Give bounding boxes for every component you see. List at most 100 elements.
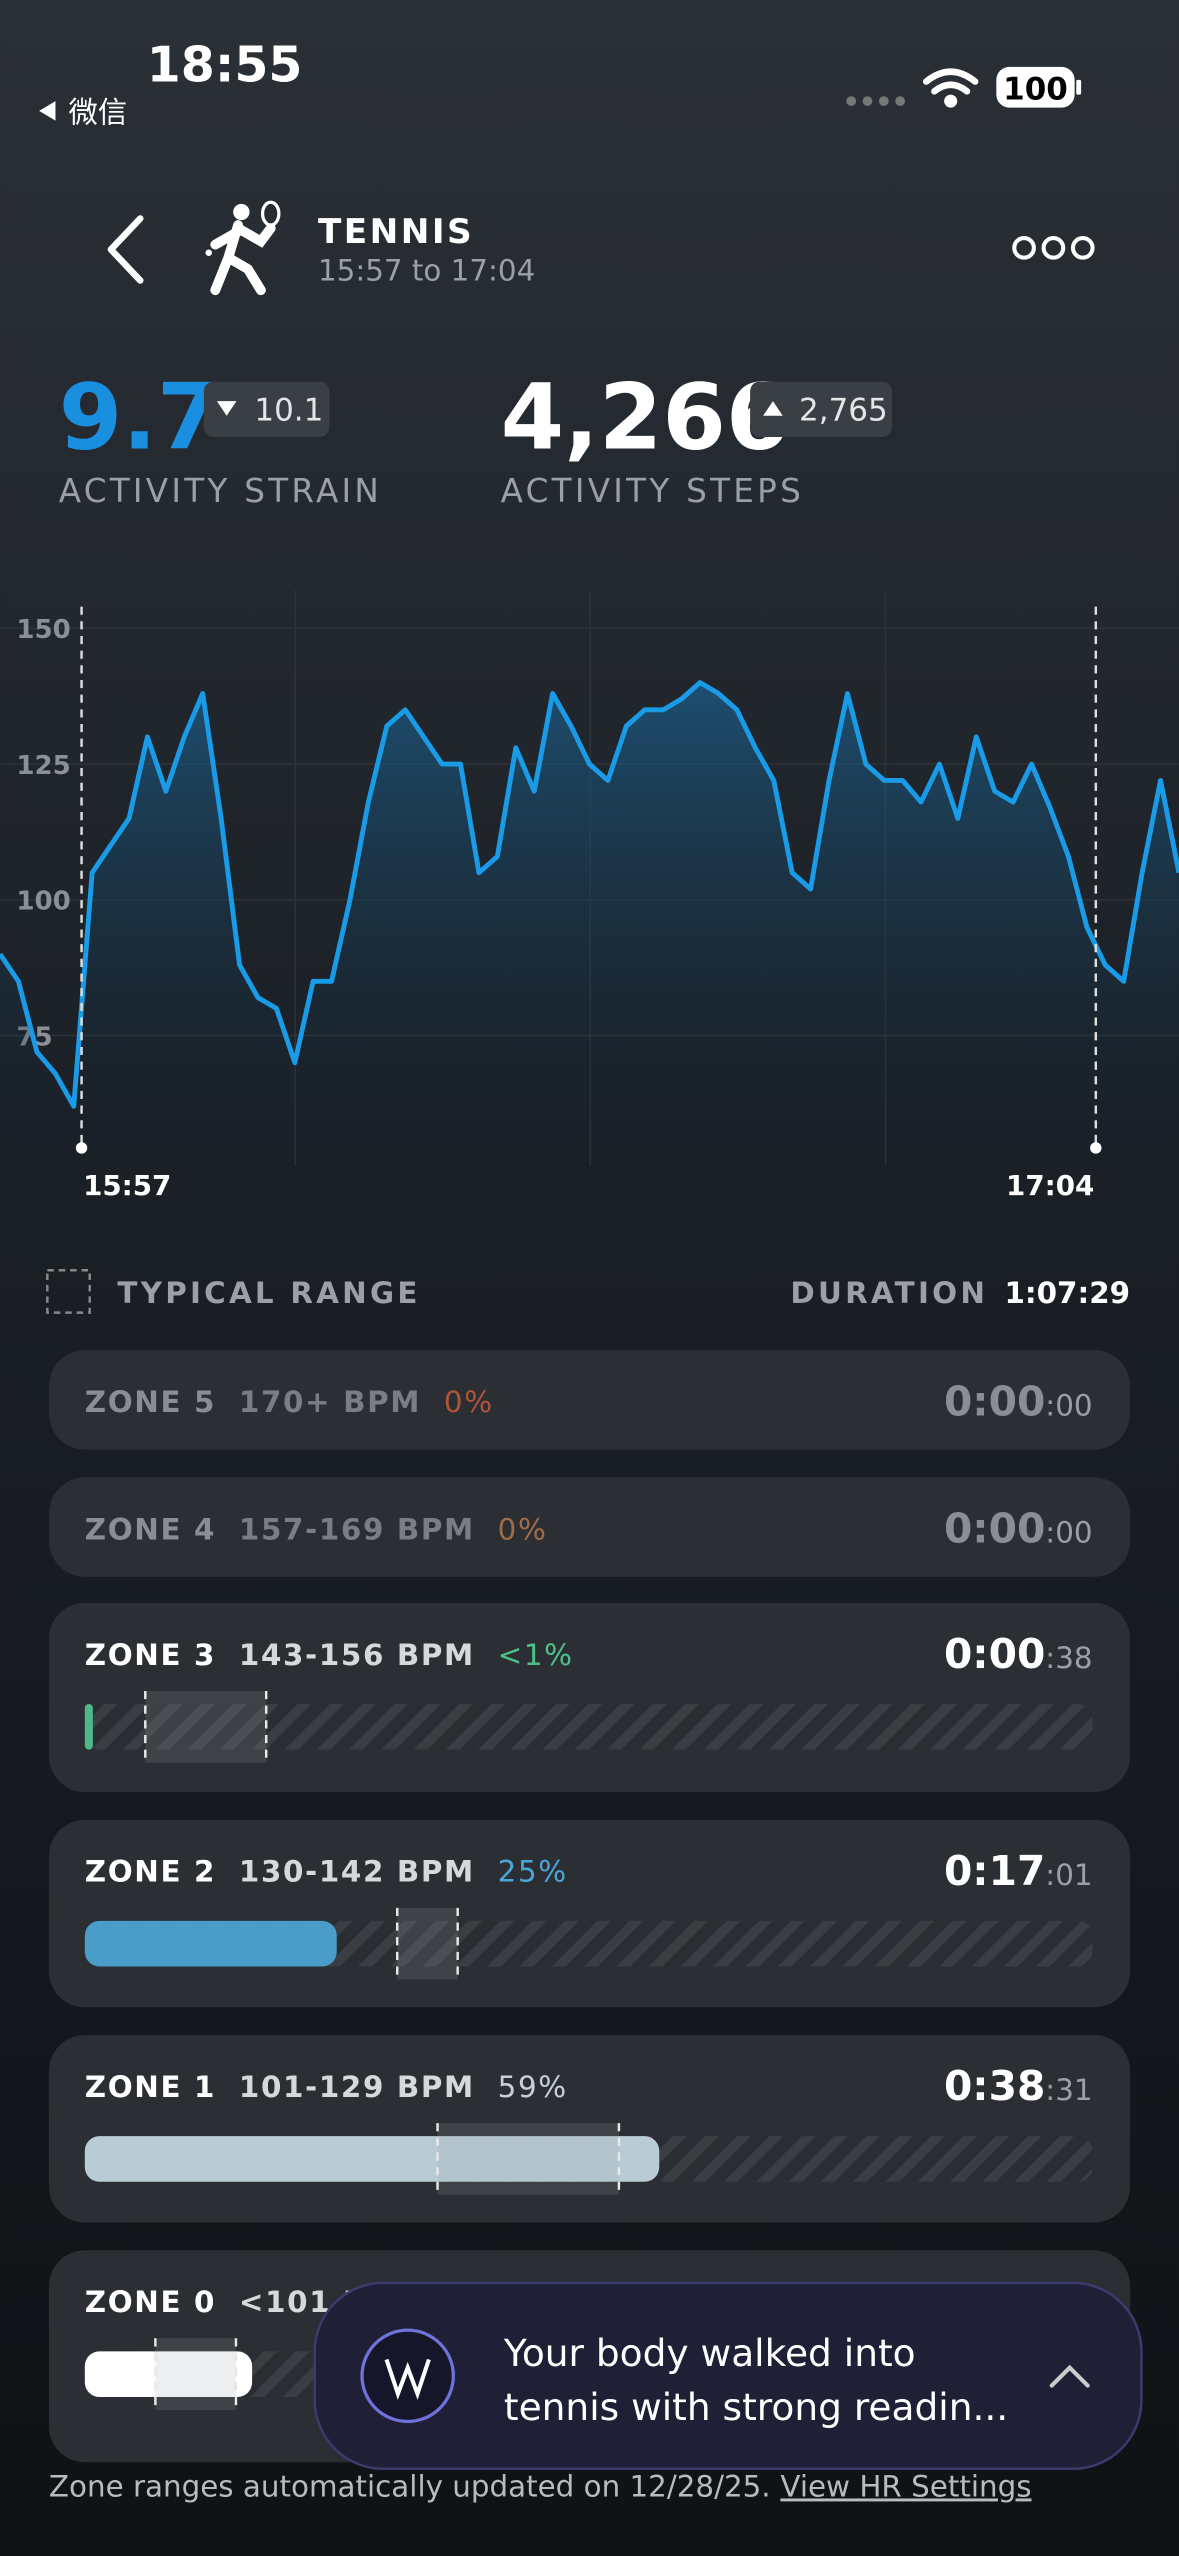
steps-value: 4,266 (501, 363, 790, 470)
footer: Zone ranges automatically updated on 12/… (49, 2469, 1032, 2503)
zone-bpm: 130-142 BPM (239, 1855, 475, 1889)
zone-bpm: 143-156 BPM (239, 1638, 475, 1672)
zone-time-seconds: :31 (1045, 2073, 1092, 2107)
line-area (0, 682, 1179, 1166)
duration: DURATION 1:07:29 (790, 1276, 1130, 1310)
steps-change: 2,765 (799, 393, 888, 429)
toast[interactable] (313, 2281, 1143, 2470)
typical-range (145, 1690, 267, 1763)
down-arrow (216, 401, 237, 416)
time-marker: 15:57 (83, 1169, 171, 1202)
signal-dots (846, 96, 906, 106)
zone-card: ZONE 5 170+ BPM 0% 0:00:00 (48, 1350, 1131, 1450)
zone-bar (84, 2351, 253, 2398)
toast-logo (360, 2328, 455, 2424)
zone-time: 0:00:38 (944, 1630, 1093, 1678)
battery (996, 66, 1075, 108)
up-arrow (763, 401, 783, 416)
back-button[interactable] (107, 215, 144, 284)
battery-cap (1076, 79, 1082, 95)
status-time: 18:55 (147, 37, 303, 94)
strain-change: 10.1 (254, 393, 323, 429)
back-app[interactable]: 微信 (69, 95, 128, 129)
zone-card-bg (48, 1477, 1131, 1577)
zone-time-main: 0:00 (944, 1505, 1045, 1553)
zone-time: 0:00:00 (944, 1505, 1093, 1553)
y-tick-label: 150 (16, 615, 70, 645)
strain-change-badge (203, 381, 330, 438)
heart-rate-line (0, 680, 1179, 1109)
typical-range (397, 1907, 458, 1980)
zone-bar (84, 1704, 93, 1750)
zone-card: ZONE 1 101-129 BPM 59% 0:38:31 (48, 2035, 1131, 2223)
zone-percent: 59% (498, 2070, 568, 2104)
boundary-dot (1090, 1142, 1102, 1154)
zone-name: ZONE 2 (85, 1855, 216, 1889)
zone-name: ZONE 4 (85, 1512, 216, 1546)
zone-time-seconds: :38 (1045, 1641, 1092, 1675)
wifi-icon (922, 68, 979, 108)
duration-value: 1:07:29 (1004, 1276, 1130, 1310)
zone-header: ZONE 5 170+ BPM 0% (85, 1385, 494, 1419)
zone-bpm: 157-169 BPM (239, 1512, 475, 1546)
zone-bar-track (84, 1704, 1093, 1750)
zone-percent: 0% (444, 1385, 494, 1419)
zone-percent: <1% (498, 1638, 574, 1672)
typical-range (155, 2338, 236, 2411)
zone-name: ZONE 3 (85, 1638, 216, 1672)
activity-title: TENNIS (318, 212, 474, 252)
zone-card: ZONE 2 130-142 BPM 25% 0:17:01 (48, 1819, 1131, 2008)
zone-header: ZONE 4 157-169 BPM 0% (85, 1512, 548, 1546)
footer-text: Zone ranges automatically updated on 12/… (49, 2469, 771, 2503)
zone-card: ZONE 3 143-156 BPM <1% 0:00:38 (48, 1602, 1131, 1793)
typical-range-swatch (46, 1269, 91, 1314)
toast-logo-mark (384, 2358, 431, 2400)
steps-label: ACTIVITY STEPS (501, 472, 804, 510)
zone-name: ZONE 1 (85, 2070, 216, 2104)
activity-time-range: 15:57 to 17:04 (318, 253, 535, 287)
zone-time-main: 0:00 (944, 1630, 1045, 1678)
boundary-dot (75, 1142, 88, 1154)
zone-time: 0:17:01 (944, 1847, 1093, 1895)
time-marker: 17:04 (1006, 1169, 1094, 1202)
zone-bar-track (84, 1920, 1093, 1967)
more-button[interactable] (1012, 236, 1095, 260)
back-arrow-icon (39, 101, 56, 121)
steps-change-badge (750, 381, 892, 438)
zone-card-bg (48, 1350, 1131, 1450)
strain-value: 9.7 (59, 363, 221, 470)
zone-time-main: 0:38 (944, 2062, 1045, 2110)
zone-time: 0:38:31 (944, 2062, 1093, 2110)
battery-level: 100 (1003, 71, 1068, 107)
duration-label: DURATION (790, 1276, 988, 1310)
zone-bpm: 101-129 BPM (239, 2070, 475, 2104)
zone-time: 0:00:00 (944, 1377, 1093, 1425)
y-tick-label: 100 (16, 887, 70, 917)
zone-time-main: 0:17 (944, 1847, 1045, 1895)
typical-range-label: TYPICAL RANGE (117, 1276, 420, 1310)
zone-header: ZONE 3 143-156 BPM <1% (85, 1638, 574, 1672)
zone-name: ZONE 5 (85, 1385, 216, 1419)
zone-bar (84, 1920, 337, 1967)
toast-line: Your body walked into (503, 2331, 916, 2375)
hr-settings-link[interactable]: View HR Settings (780, 2469, 1031, 2503)
zone-header: ZONE 2 130-142 BPM 25% (85, 1855, 568, 1889)
zone-header: ZONE 1 101-129 BPM 59% (85, 2070, 568, 2104)
strain-label: ACTIVITY STRAIN (59, 472, 382, 510)
y-tick-label: 125 (16, 751, 70, 781)
zone-time-main: 0:00 (944, 1377, 1045, 1425)
zone-percent: 25% (498, 1855, 568, 1889)
zone-time-seconds: :00 (1045, 1388, 1092, 1422)
zone-card: ZONE 4 157-169 BPM 0% 0:00:00 (48, 1477, 1131, 1577)
toast-expand[interactable] (1049, 2364, 1090, 2388)
zone-time-seconds: :00 (1045, 1516, 1092, 1550)
zone-time-seconds: :01 (1045, 1858, 1092, 1892)
typical-range (437, 2123, 619, 2195)
zone-bpm: 170+ BPM (239, 1385, 421, 1419)
toast-line: tennis with strong readin... (504, 2385, 1008, 2429)
zone-bar (84, 2136, 660, 2182)
zone-name: ZONE 0 (85, 2285, 216, 2319)
